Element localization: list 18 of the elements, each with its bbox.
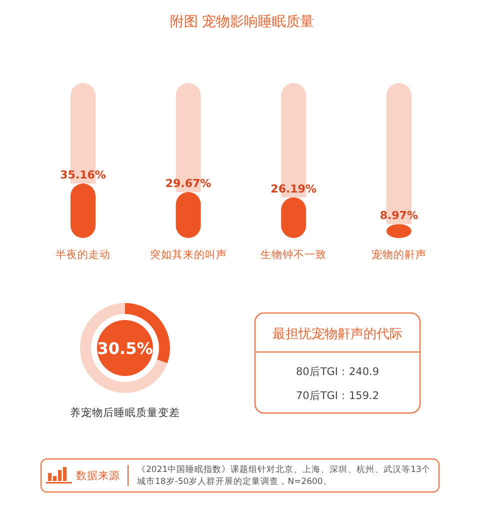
chart-title: 附图 宠物影响睡眠质量 (170, 14, 314, 30)
text: 养宠物后睡眠质量变差 (70, 406, 180, 419)
text: 80后TGI：240.9 (296, 365, 380, 378)
category-label: 生物钟不一致 (260, 249, 327, 261)
data-label: 26.19% (270, 182, 317, 196)
text: 数据来源 (76, 469, 120, 482)
bar (70, 184, 96, 238)
text: 30.5% (97, 339, 153, 358)
text: 70后TGI：159.2 (296, 389, 380, 402)
data-label: 35.16% (60, 168, 106, 182)
donut-slice (80, 303, 168, 393)
text: 最担忧宠物鼾声的代际 (272, 327, 402, 342)
data-label: 29.67% (165, 177, 212, 190)
data-label: 8.97% (380, 209, 418, 222)
category-label: 半夜的走动 (56, 249, 110, 261)
category-label: 突如其来的叫声 (150, 249, 227, 261)
category-label: 宠物的鼾声 (371, 249, 426, 261)
text: 《2021中国睡眠指数》课题组针对北京、上海、深圳、杭州、武汉等13个城市18岁-50岁人群开展的定量调查，N=2600。 (136, 464, 430, 487)
